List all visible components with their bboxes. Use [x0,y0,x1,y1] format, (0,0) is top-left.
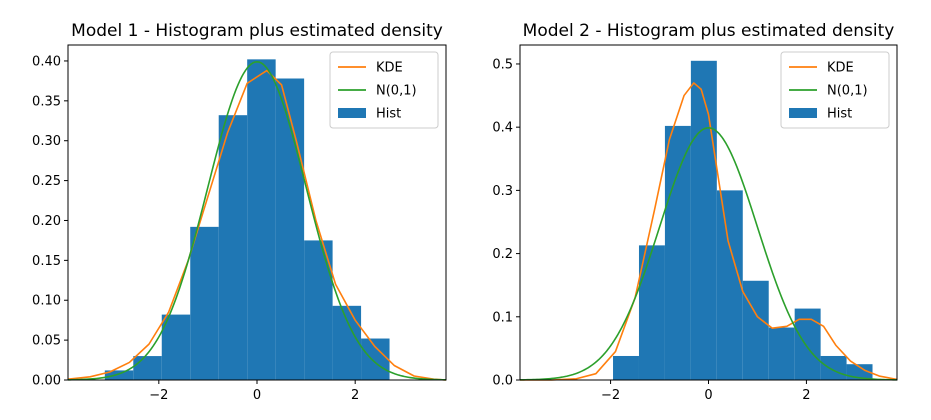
y-tick-label: 0.2 [492,247,513,262]
y-tick-label: 0.15 [32,254,61,269]
legend-label: N(0,1) [376,84,417,99]
hist-bar [742,280,769,380]
hist-bar [104,370,134,380]
normal-line [519,127,898,381]
y-tick-label: 0.0 [492,374,513,389]
x-tick-label: −2 [149,388,168,403]
chart-title: Model 1 - Histogram plus estimated densi… [71,21,443,41]
hist-bar [275,78,305,380]
normal-line [67,60,447,381]
kde-line [520,82,898,381]
hist-bar [794,308,821,380]
chart-2: Model 2 - Histogram plus estimated densi… [492,21,898,403]
legend-label: Hist [827,107,852,122]
y-tick-label: 0.40 [32,54,61,69]
legend-swatch [789,108,817,118]
legend-swatch [338,108,366,118]
hist-bar [332,305,362,380]
hist-bar [190,226,219,380]
legend-label: KDE [376,61,403,76]
hist-bar [133,356,162,380]
x-tick-label: 2 [802,388,810,403]
hist-bar [820,355,847,380]
chart-1: Model 1 - Histogram plus estimated densi… [32,21,447,403]
y-tick-label: 0.30 [32,134,61,149]
hist-bar [716,190,743,380]
chart-title: Model 2 - Histogram plus estimated densi… [523,21,895,41]
y-tick-label: 0.3 [492,184,513,199]
x-tick-label: 0 [704,388,712,403]
hist-bar [690,60,717,381]
y-tick-label: 0.25 [32,174,61,189]
legend: KDE N(0,1) Hist [329,51,439,129]
x-tick-label: 0 [253,388,261,403]
y-tick-label: 0.4 [492,121,513,136]
legend-label: KDE [827,61,854,76]
kde-line [67,69,447,381]
y-tick-label: 0.1 [492,310,513,325]
x-tick-label: −2 [601,388,620,403]
hist-bar [247,59,276,380]
y-tick-label: 0.5 [492,57,513,72]
legend-label: Hist [376,107,401,122]
hist-bar [161,314,191,380]
legend-label: N(0,1) [827,84,868,99]
hist-bar [664,125,691,380]
y-tick-label: 0.20 [32,214,61,229]
hist-bar [638,245,665,380]
hist-bar [613,355,639,380]
x-tick-label: 2 [351,388,359,403]
y-tick-label: 0.00 [32,374,61,389]
hist-bar [361,338,390,380]
hist-bar [218,115,248,380]
hist-bar [304,240,333,380]
y-tick-label: 0.05 [32,334,61,349]
y-tick-label: 0.35 [32,94,61,109]
hist-bar [768,327,795,380]
y-tick-label: 0.10 [32,294,61,309]
legend: KDE N(0,1) Hist [780,51,890,129]
